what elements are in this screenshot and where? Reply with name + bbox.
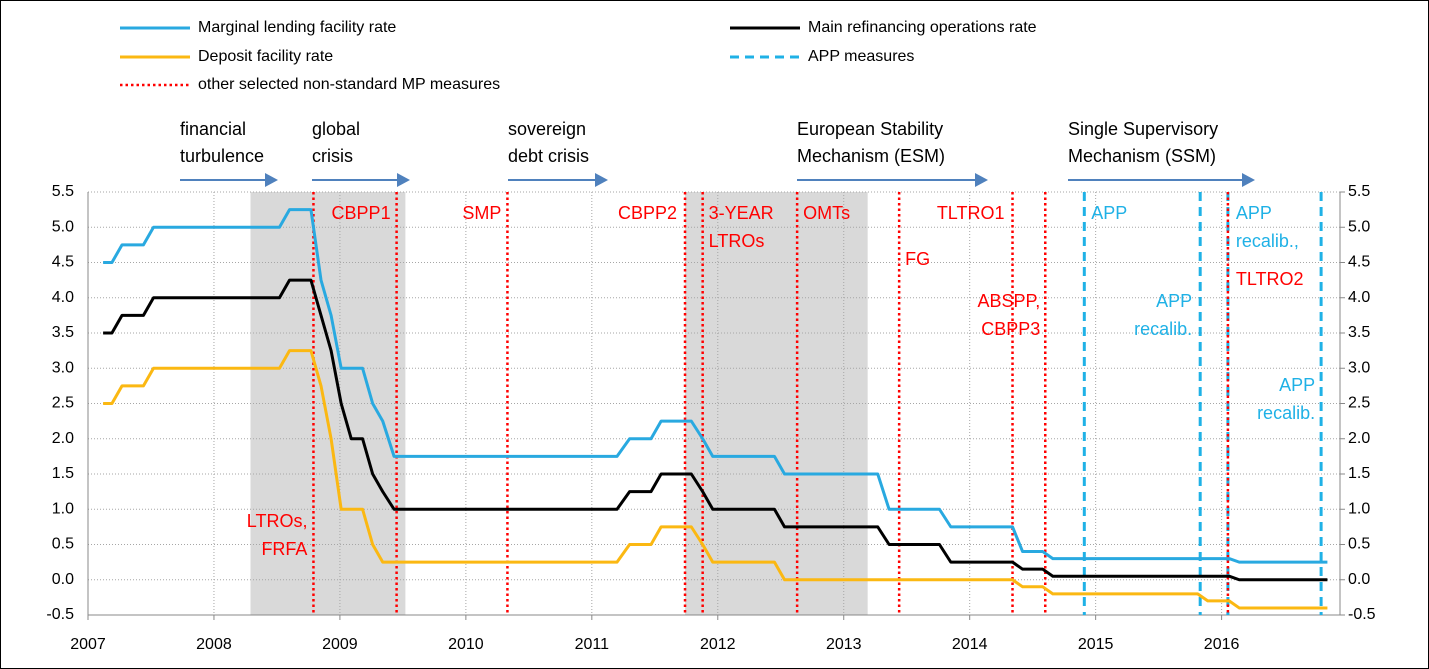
period-arrow-head [265,173,278,187]
period-label: turbulence [180,146,264,166]
y2-tick-label: 3.5 [1348,324,1370,341]
period-label: crisis [312,146,353,166]
measure-label: LTROs, [247,511,308,531]
period-arrow-head [975,173,988,187]
x-tick-label: 2014 [952,636,988,653]
x-tick-label: 2012 [700,636,736,653]
x-tick-label: 2009 [322,636,358,653]
measure-label: APP [1156,291,1192,311]
measure-label: APP [1279,375,1315,395]
y-tick-label: 5.0 [52,218,74,235]
y2-tick-label: 5.5 [1348,183,1370,200]
y-tick-label: 1.5 [52,465,74,482]
period-arrow-head [1242,173,1255,187]
y-tick-label: 4.0 [52,289,74,306]
y-tick-label: 2.0 [52,430,74,447]
y2-tick-label: 1.0 [1348,500,1370,517]
measure-label: OMTs [803,203,850,223]
y2-tick-label: 4.5 [1348,254,1370,271]
x-tick-label: 2013 [826,636,862,653]
measure-label: CBPP3 [981,319,1040,339]
measure-label: APP [1091,203,1127,223]
legend-label: Main refinancing operations rate [808,19,1037,36]
x-tick-label: 2011 [575,636,610,653]
series-line [103,278,1328,582]
series-line [103,349,1328,610]
measure-label: FG [905,249,930,269]
y-tick-label: 3.5 [52,324,74,341]
period-label: financial [180,119,246,139]
y2-tick-label: -0.5 [1348,606,1376,623]
measure-label: recalib. [1134,319,1192,339]
legend-label: other selected non-standard MP measures [198,76,500,93]
legend-label: APP measures [808,48,914,65]
y2-tick-label: 4.0 [1348,289,1370,306]
y2-tick-label: 0.0 [1348,571,1370,588]
y-tick-label: 0.0 [52,571,74,588]
measure-label: TLTRO1 [937,203,1005,223]
measure-label: FRFA [261,539,307,559]
y-tick-label: 4.5 [52,254,74,271]
period-label: Mechanism (ESM) [797,146,945,166]
y-tick-label: 3.0 [52,359,74,376]
measure-label: 3-YEAR [709,203,774,223]
measure-label: recalib., [1236,231,1299,251]
y2-tick-label: 2.5 [1348,395,1370,412]
legend-label: Marginal lending facility rate [198,19,396,36]
y2-tick-label: 2.0 [1348,430,1370,447]
y2-tick-label: 0.5 [1348,536,1370,553]
x-tick-label: 2010 [448,636,484,653]
period-arrow-head [397,173,410,187]
x-tick-label: 2015 [1078,636,1114,653]
y2-tick-label: 5.0 [1348,218,1370,235]
x-tick-label: 2008 [196,636,232,653]
measure-label: SMP [462,203,501,223]
y2-tick-label: 1.5 [1348,465,1370,482]
y-tick-label: 0.5 [52,536,74,553]
y-tick-label: -0.5 [46,606,74,623]
y-tick-label: 2.5 [52,395,74,412]
y2-tick-label: 3.0 [1348,359,1370,376]
period-label: debt crisis [508,146,589,166]
period-label: global [312,119,360,139]
measure-label: TLTRO2 [1236,269,1304,289]
period-label: Mechanism (SSM) [1068,146,1216,166]
legend-label: Deposit facility rate [198,48,333,65]
measure-label: ABSPP, [978,291,1041,311]
period-label: sovereign [508,119,586,139]
measure-label: LTROs [709,231,765,251]
x-tick-label: 2007 [70,636,106,653]
measure-label: CBPP2 [618,203,677,223]
series-line [103,208,1328,564]
measure-label: CBPP1 [332,203,391,223]
measure-label: APP [1236,203,1272,223]
measure-label: recalib. [1257,403,1315,423]
period-arrow-head [595,173,608,187]
period-label: European Stability [797,119,943,139]
y-tick-label: 5.5 [52,183,74,200]
y-tick-label: 1.0 [52,500,74,517]
period-label: Single Supervisory [1068,119,1218,139]
x-tick-label: 2016 [1204,636,1240,653]
